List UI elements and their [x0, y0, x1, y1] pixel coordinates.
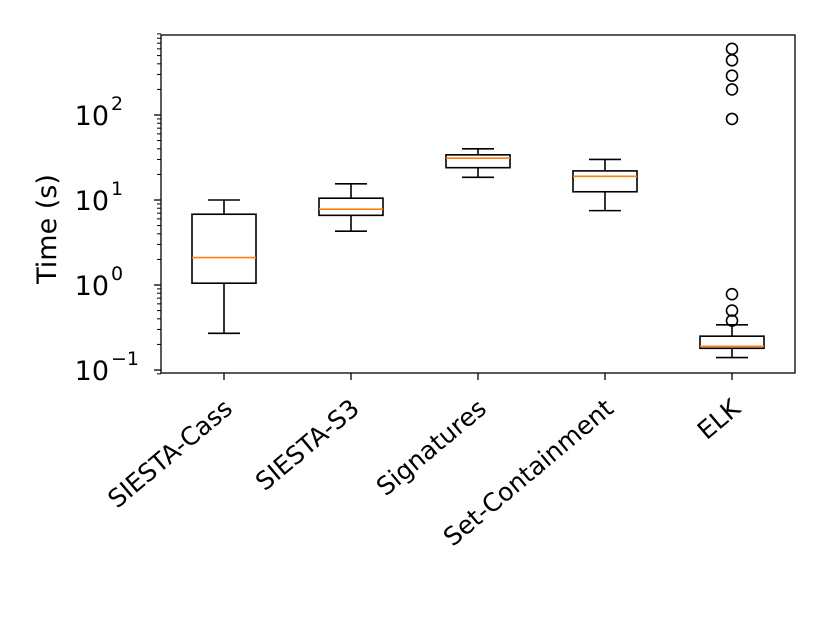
outlier-point-6	[725, 69, 739, 82]
outlier-point-1	[725, 314, 739, 328]
iqr-box	[445, 154, 511, 169]
y-axis-label: Time (s)	[32, 174, 63, 285]
y-tick-exponent-2: 0	[111, 263, 123, 285]
outlier-point-7	[725, 54, 739, 67]
y-tick-label-4: 10	[75, 101, 109, 132]
box-group-2	[318, 183, 384, 232]
box-group-1	[191, 199, 257, 335]
x-tick-label-3: Signatures	[371, 393, 492, 501]
outlier-point-3	[725, 287, 739, 301]
iqr-box	[318, 197, 384, 217]
box-group-3	[445, 148, 511, 179]
outlier-point-2	[725, 304, 739, 317]
x-tick-label-5: ELK	[692, 393, 746, 445]
y-tick-label-1: 10	[75, 356, 109, 387]
y-tick-exponent-3: 1	[111, 178, 123, 200]
iqr-box	[572, 170, 638, 193]
outlier-point-4	[725, 112, 739, 126]
plot-marks	[191, 42, 765, 359]
x-tick-label-1: SIESTA-Cass	[102, 393, 238, 513]
box-group-5	[699, 42, 765, 359]
box-group-4	[572, 158, 638, 212]
plot-frame	[160, 34, 796, 374]
iqr-box	[191, 213, 257, 284]
x-tick-label-2: SIESTA-S3	[250, 393, 365, 496]
y-tick-exponent-1: −1	[111, 348, 139, 370]
iqr-box	[699, 335, 765, 350]
y-tick-exponent-4: 2	[111, 93, 123, 115]
y-tick-label-3: 10	[75, 186, 109, 217]
y-tick-label-2: 10	[75, 271, 109, 302]
outlier-point-5	[725, 83, 739, 96]
outlier-point-8	[725, 42, 739, 56]
